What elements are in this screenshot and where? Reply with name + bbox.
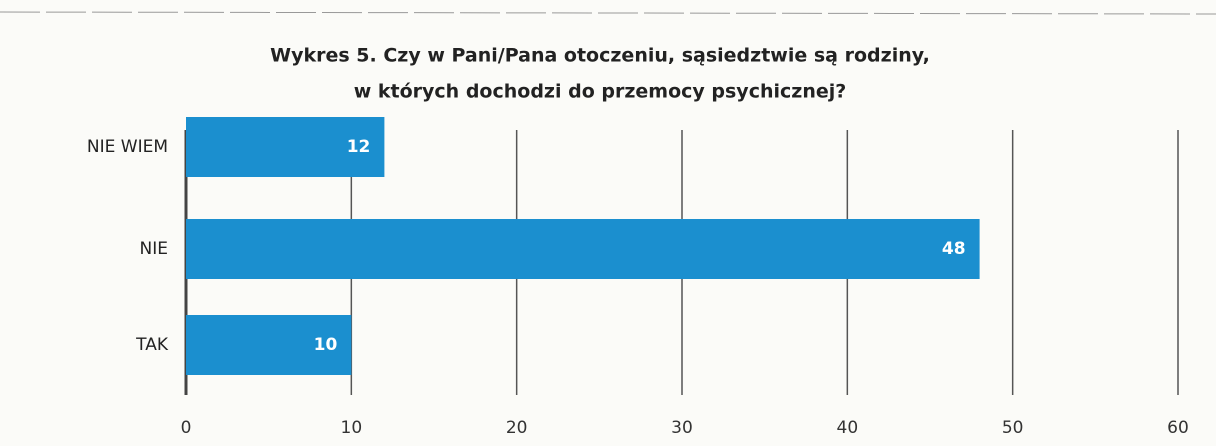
value-label: 12 <box>347 137 371 157</box>
value-label: 48 <box>942 239 966 259</box>
bar <box>186 219 980 279</box>
x-tick-label: 30 <box>671 418 693 438</box>
x-tick-label: 0 <box>181 418 192 438</box>
x-tick-label: 10 <box>341 418 363 438</box>
x-tick-label: 20 <box>506 418 528 438</box>
scan-edge <box>0 11 1216 15</box>
y-tick-label: TAK <box>135 335 169 355</box>
x-tick-label: 40 <box>837 418 859 438</box>
y-tick-label: NIE <box>140 239 168 259</box>
x-tick-label: 50 <box>1002 418 1024 438</box>
chart-title: w których dochodzi do przemocy psychiczn… <box>354 81 847 103</box>
bar <box>186 117 385 177</box>
bar <box>186 315 352 375</box>
value-label: 10 <box>314 335 338 355</box>
x-tick-label: 60 <box>1167 418 1189 438</box>
chart-title: Wykres 5. Czy w Pani/Pana otoczeniu, sąs… <box>270 45 930 67</box>
y-tick-label: NIE WIEM <box>87 137 168 157</box>
